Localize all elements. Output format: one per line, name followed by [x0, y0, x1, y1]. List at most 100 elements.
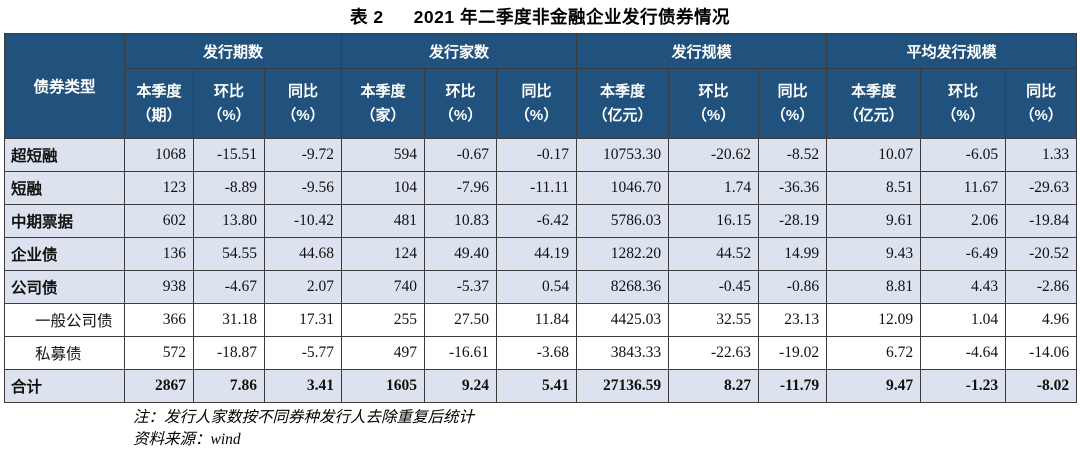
table-cell: 9.43 — [826, 237, 922, 271]
table-cell: 10753.30 — [576, 138, 670, 172]
table-cell: 11.67 — [920, 171, 1007, 205]
table-cell: 7.86 — [193, 369, 265, 403]
table-cell: -4.64 — [920, 336, 1007, 370]
table-cell: -2.86 — [1005, 270, 1078, 304]
table-cell: 740 — [341, 270, 426, 304]
table-cell: 2867 — [124, 369, 194, 403]
table-cell: -4.67 — [193, 270, 265, 304]
table-cell: 44.52 — [668, 237, 760, 271]
table-cell: -3.68 — [496, 336, 578, 370]
table-cell: 8268.36 — [576, 270, 670, 304]
table-number-label: 表 2 — [350, 7, 384, 27]
table-cell: 938 — [124, 270, 194, 304]
row-label: 超短融 — [4, 138, 125, 172]
group-header-avg-scale: 平均发行规模 — [826, 33, 1078, 69]
table-cell: 4.43 — [920, 270, 1007, 304]
sub-header-cell: 本季度 （家） — [341, 68, 426, 139]
table-cell: 123 — [124, 171, 194, 205]
table-cell: 1.33 — [1005, 138, 1078, 172]
table-cell: 104 — [341, 171, 426, 205]
table-cell: -9.72 — [263, 138, 343, 172]
table-row: 公司债 938 -4.67 2.07 740 -5.37 0.54 8268.36 -0.45-… — [4, 270, 1078, 304]
table-cell: 27136.59 — [576, 369, 670, 403]
sub-header-cell: 同比 （%） — [496, 68, 578, 139]
table-cell: -22.63 — [668, 336, 760, 370]
footnote-source: 资料来源：wind — [133, 431, 241, 448]
table-cell: 3.41 — [263, 369, 343, 403]
table-cell: 9.24 — [424, 369, 498, 403]
table-row: 私募债 572 -18.87 -5.77 497 -16.61 -3.68 3843.33 -2… — [4, 336, 1078, 370]
sub-header-cell: 同比 （%） — [263, 68, 343, 139]
sub-header-cell: 本季度 （期） — [124, 68, 194, 139]
table-cell: -36.36 — [758, 171, 828, 205]
table-cell: 11.84 — [496, 303, 578, 337]
table-cell: 32.55 — [668, 303, 760, 337]
table-row: 企业债 136 54.55 44.68 124 49.40 44.19 1282.20 44.5… — [4, 237, 1078, 271]
table-body: 超短融 1068 -15.51 -9.72 594 -0.67 -0.17 10753.30-… — [4, 138, 1078, 403]
table-cell: -8.02 — [1005, 369, 1078, 403]
table-cell: -0.45 — [668, 270, 760, 304]
table-cell: -11.11 — [496, 171, 578, 205]
table-cell: 4425.03 — [576, 303, 670, 337]
table-cell: -14.06 — [1005, 336, 1078, 370]
sub-header-cell: 本季度 （亿元） — [826, 68, 922, 139]
table-title-text: 2021 年二季度非金融企业发行债券情况 — [413, 7, 730, 27]
table-cell: 2.07 — [263, 270, 343, 304]
table-cell: -5.77 — [263, 336, 343, 370]
sub-header-cell: 环比 （%） — [193, 68, 265, 139]
table-cell: -28.19 — [758, 204, 828, 238]
group-header-issuer-count: 发行家数 — [341, 33, 578, 69]
table-cell: 17.31 — [263, 303, 343, 337]
table-cell: 5.41 — [496, 369, 578, 403]
group-header-issue-count: 发行期数 — [123, 33, 343, 69]
table-title: 表 2 2021 年二季度非金融企业发行债券情况 — [0, 5, 1080, 32]
table-cell: -10.42 — [263, 204, 343, 238]
row-label: 短融 — [4, 171, 125, 205]
table-cell: -7.96 — [424, 171, 498, 205]
table-cell: 9.61 — [826, 204, 922, 238]
table-header: 债券类型 发行期数 发行家数 发行规模 平均发行规模 本季度 （期） 环比 （%… — [4, 33, 1078, 139]
table-cell: 16.15 — [668, 204, 760, 238]
table-cell: 8.51 — [826, 171, 922, 205]
table-cell: 594 — [341, 138, 426, 172]
table-cell: 44.68 — [263, 237, 343, 271]
table-cell: 1605 — [341, 369, 426, 403]
table-cell: 44.19 — [496, 237, 578, 271]
table-cell: 8.27 — [668, 369, 760, 403]
sub-header-cell: 本季度 （亿元） — [576, 68, 670, 139]
header-sub-row: 本季度 （期） 环比 （%） 同比 （%） 本季度 （家） 环比 （%） 同比 … — [5, 68, 1078, 139]
row-label: 合计 — [4, 369, 125, 403]
table-cell: 6.72 — [826, 336, 922, 370]
table-row: 中期票据 602 13.80 -10.42 481 10.83 -6.42 5786.03 16… — [4, 204, 1078, 238]
table-cell: 602 — [124, 204, 194, 238]
table-cell: -29.63 — [1005, 171, 1078, 205]
table-row: 一般公司债 366 31.18 17.31 255 27.50 11.84 4425.03 32… — [4, 303, 1078, 337]
sub-header-cell: 环比 （%） — [668, 68, 760, 139]
table-cell: -1.23 — [920, 369, 1007, 403]
table-cell: 1.74 — [668, 171, 760, 205]
table-cell: 10.07 — [826, 138, 922, 172]
sub-header-cell: 环比 （%） — [920, 68, 1007, 139]
table-cell: -6.42 — [496, 204, 578, 238]
table-cell: 1.04 — [920, 303, 1007, 337]
corner-header-cell: 债券类型 — [4, 33, 125, 139]
table-row: 超短融 1068 -15.51 -9.72 594 -0.67 -0.17 10753.30-… — [4, 138, 1078, 172]
table-cell: 497 — [341, 336, 426, 370]
table-cell: -18.87 — [193, 336, 265, 370]
table-row: 短融 123 -8.89 -9.56 104 -7.96 -11.11 1046.70 1.74… — [4, 171, 1078, 205]
table-cell: 4.96 — [1005, 303, 1078, 337]
row-label: 私募债 — [4, 336, 125, 370]
table-cell: -11.79 — [758, 369, 828, 403]
table-cell: -0.67 — [424, 138, 498, 172]
table-cell: -15.51 — [193, 138, 265, 172]
table-cell: 3843.33 — [576, 336, 670, 370]
table-cell: 31.18 — [193, 303, 265, 337]
table-cell: 5786.03 — [576, 204, 670, 238]
row-label: 中期票据 — [4, 204, 125, 238]
header-group-row: 债券类型 发行期数 发行家数 发行规模 平均发行规模 — [4, 33, 1078, 139]
table-row: 合计 2867 7.86 3.41 1605 9.24 5.41 27136.59 8.27 -1… — [4, 369, 1078, 403]
table-cell: -0.86 — [758, 270, 828, 304]
table-cell: -6.49 — [920, 237, 1007, 271]
table-cell: -6.05 — [920, 138, 1007, 172]
